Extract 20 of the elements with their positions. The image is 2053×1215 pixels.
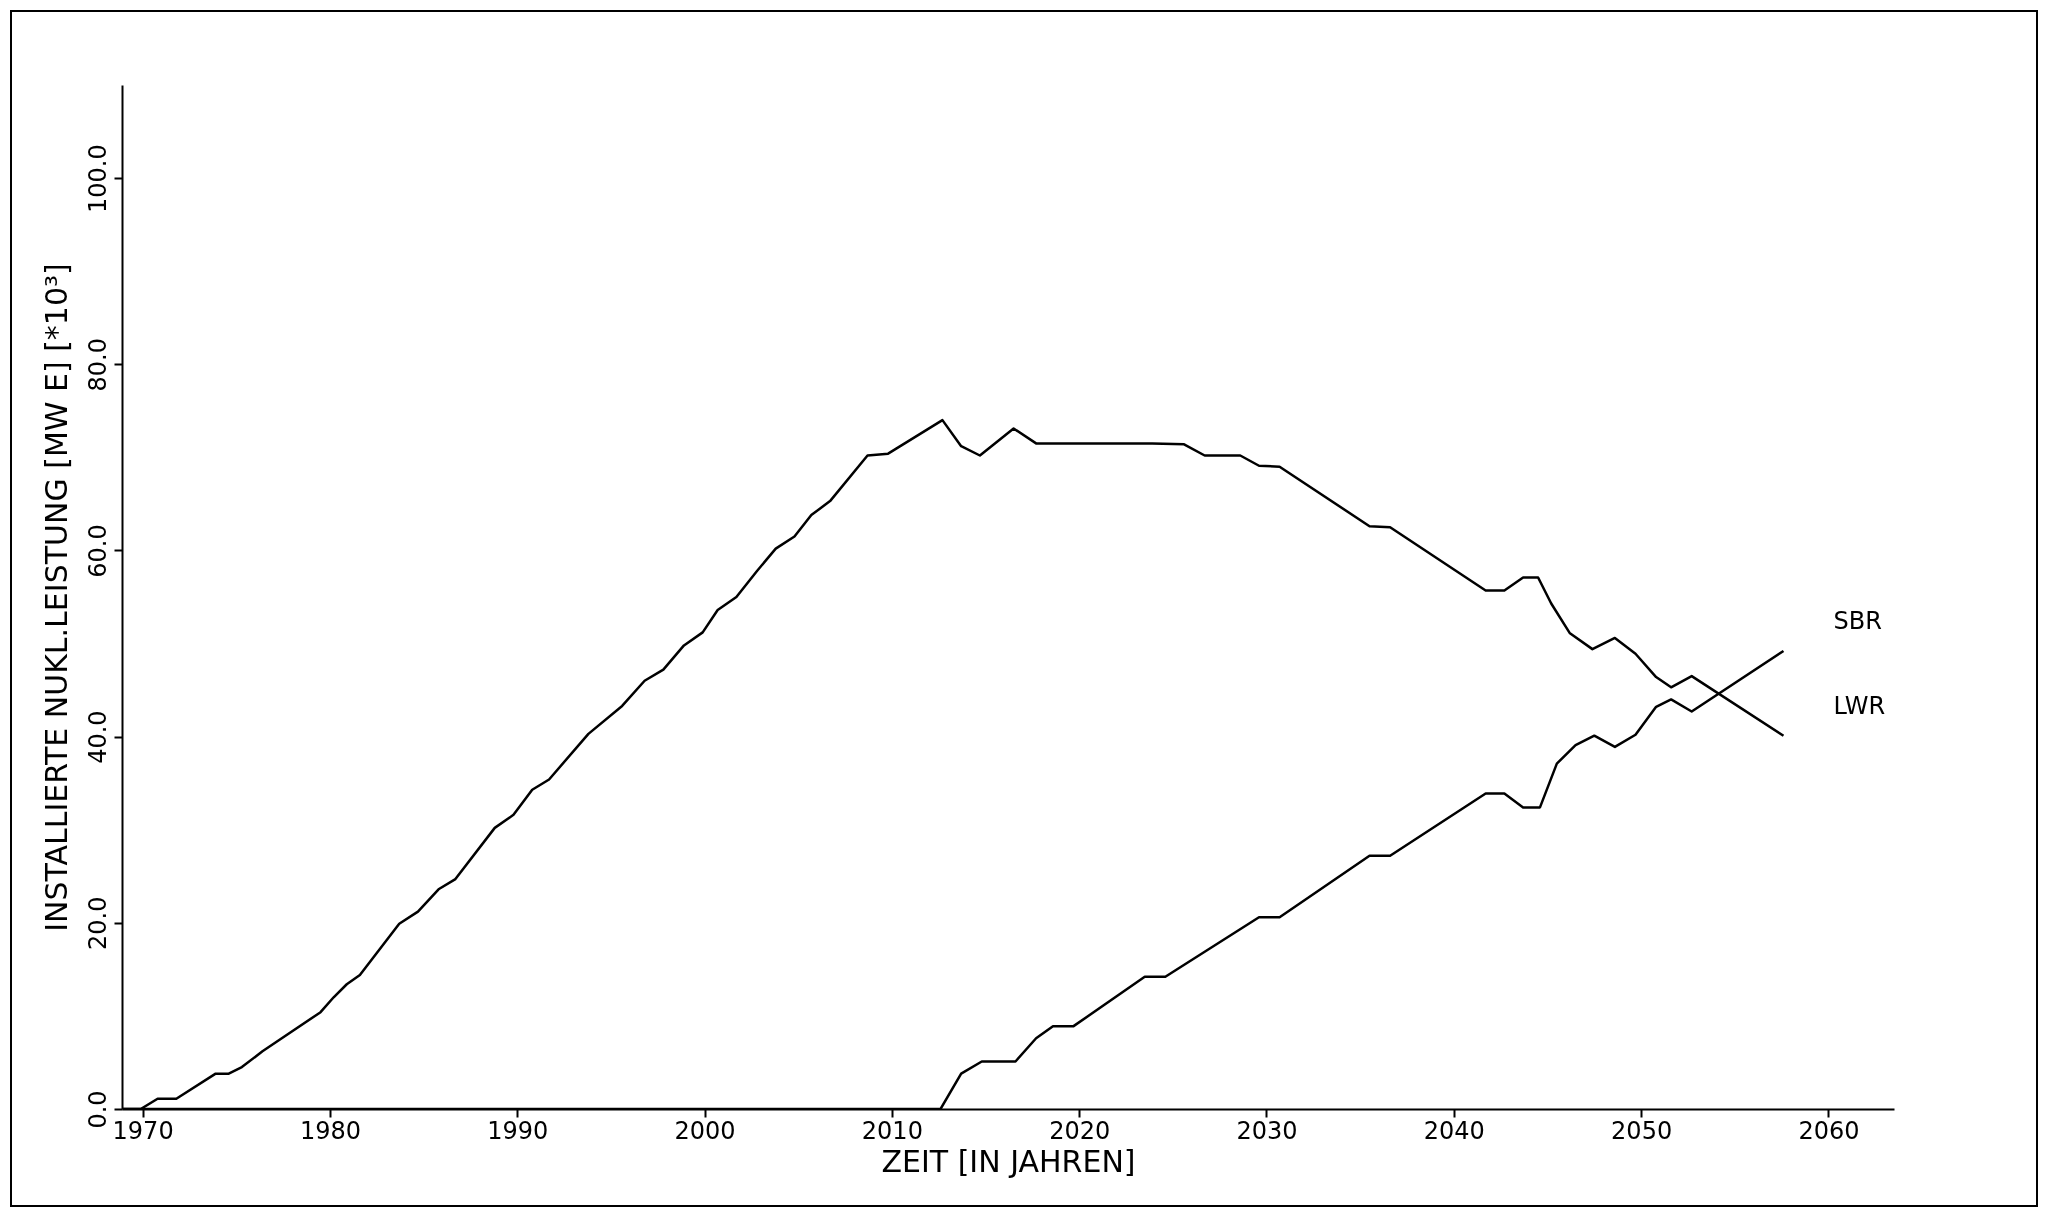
y-tick-label: 20.0 xyxy=(83,896,112,951)
x-axis-title: ZEIT [IN JAHREN] xyxy=(881,1143,1136,1179)
y-tick-label: 40.0 xyxy=(83,710,112,764)
y-tick-label: 60.0 xyxy=(83,524,112,578)
y-tick-label: 0.0 xyxy=(83,1090,112,1129)
y-tick-label: 80.0 xyxy=(83,338,112,392)
y-tick-label: 100.0 xyxy=(83,144,112,213)
x-tick-label: 2010 xyxy=(861,1116,923,1145)
x-tick-label: 1980 xyxy=(299,1116,361,1145)
text: LWR xyxy=(1833,691,1886,720)
x-tick-label: 2030 xyxy=(1236,1116,1298,1145)
x-tick-label: 2060 xyxy=(1798,1116,1860,1145)
x-tick-label: 1970 xyxy=(112,1116,174,1145)
x-tick-label: 1990 xyxy=(487,1116,549,1145)
x-tick-label: 2050 xyxy=(1611,1116,1673,1145)
text: SBR xyxy=(1833,606,1882,635)
x-tick-label: 2000 xyxy=(674,1116,736,1145)
y-axis-title: INSTALLIERTE NUKL.LEISTUNG [MW E] [*10³] xyxy=(38,263,74,932)
x-tick-label: 2020 xyxy=(1049,1116,1111,1145)
x-tick-label: 2040 xyxy=(1423,1116,1485,1145)
